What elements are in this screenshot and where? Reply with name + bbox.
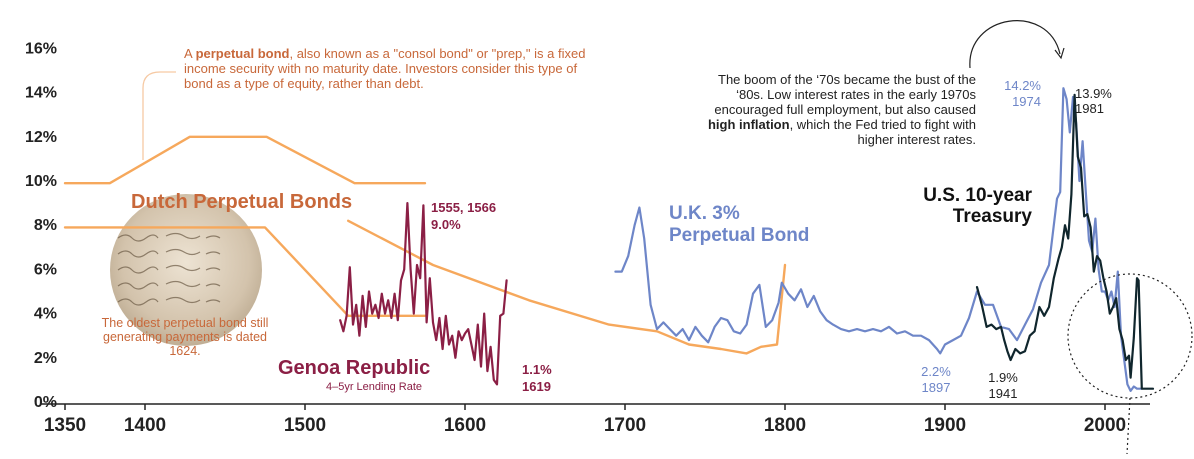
x-tick-label: 1350 [44,415,86,436]
x-tick-label: 1800 [764,415,806,436]
data-label-us-high-1: 13.9% [1075,86,1112,101]
data-label-uk-low-2: 1897 [922,380,951,395]
series-label-uk-line2: Perpetual Bond [669,225,809,246]
data-label-uk-high-1: 14.2% [1004,78,1041,93]
y-tick-label: 14% [25,85,57,102]
y-tick-label: 2% [34,350,57,367]
y-tick-label: 4% [34,306,57,323]
oldest-bond-annotation: The oldest perpetual bond still generati… [101,316,269,358]
y-tick-label: 12% [25,129,57,146]
data-label-uk-high-2: 1974 [1012,94,1041,109]
series-label-dutch: Dutch Perpetual Bonds [131,191,352,213]
data-label-uk-low-1: 2.2% [921,364,951,379]
series-line-u-s-10-year-treasury-5 [975,93,1155,390]
data-label-genoa-low-2: 1619 [522,379,551,394]
y-tick-label: 16% [25,40,57,57]
x-tick-label: 1900 [924,415,966,436]
highlight-drop-line [1126,397,1131,455]
data-label-genoa-high-2: 9.0% [431,217,461,232]
series-label-genoa-sub: 4–5yr Lending Rate [326,381,422,393]
annotation-connector [142,71,176,160]
y-tick-label: 8% [34,217,57,234]
x-tick-label: 1400 [124,415,166,436]
curved-arrow [969,20,1061,69]
bond-document-image [110,194,262,346]
x-tick-label: 1600 [444,415,486,436]
arrow-head-icon [1054,47,1065,60]
series-line-genoa-republic-3 [339,202,508,386]
x-tick-label: 2000 [1084,415,1126,436]
boom-bust-annotation: The boom of the ‘70s became the bust of … [707,72,976,147]
data-label-us-low-1: 1.9% [988,370,1018,385]
y-tick-label: 0% [34,394,57,411]
recent-years-highlight [1067,273,1193,399]
series-label-us-line2: Treasury [953,206,1033,227]
data-label-us-high-2: 1981 [1075,101,1104,116]
perpetual-bond-annotation: A perpetual bond, also known as a "conso… [184,46,586,91]
series-line-dutch-perpetual-bonds-2 [347,219,787,355]
series-line-dutch-perpetual-bonds-1 [63,226,427,317]
series-line-dutch-perpetual-bonds-0 [63,135,427,185]
y-tick-label: 6% [34,261,57,278]
data-label-genoa-low-1: 1.1% [522,362,552,377]
x-tick-label: 1500 [284,415,326,436]
series-label-uk-line1: U.K. 3% [669,203,740,224]
data-label-genoa-high-1: 1555, 1566 [431,200,496,215]
series-label-us-line1: U.S. 10-year [923,185,1032,206]
series-label-genoa: Genoa Republic [278,357,430,379]
data-label-us-low-2: 1941 [989,386,1018,401]
x-tick-label: 1700 [604,415,646,436]
y-tick-label: 10% [25,173,57,190]
